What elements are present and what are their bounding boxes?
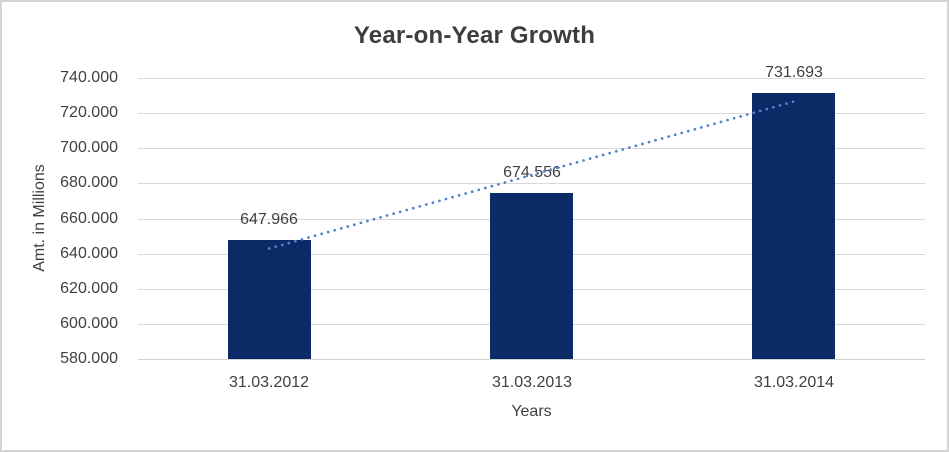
gridline <box>138 78 925 79</box>
x-tick-label: 31.03.2013 <box>491 374 573 391</box>
y-tick-label: 740.000 <box>60 69 118 86</box>
x-tick-label: 31.03.2012 <box>228 374 310 391</box>
x-axis-line <box>138 359 925 360</box>
y-tick-label: 700.000 <box>60 139 118 156</box>
data-label: 674.556 <box>503 164 561 181</box>
y-tick-label: 580.000 <box>60 350 118 367</box>
x-tick-label: 31.03.2014 <box>753 374 835 391</box>
bar-31.03.2012 <box>228 240 311 359</box>
x-axis-title: Years <box>511 403 552 420</box>
data-label: 731.693 <box>765 64 823 81</box>
data-label: 647.966 <box>240 211 298 228</box>
y-tick-label: 720.000 <box>60 104 118 121</box>
y-tick-label: 600.000 <box>60 315 118 332</box>
y-tick-label: 680.000 <box>60 174 118 191</box>
bar-31.03.2013 <box>490 193 573 359</box>
y-tick-label: 620.000 <box>60 280 118 297</box>
y-tick-label: 640.000 <box>60 245 118 262</box>
chart-title: Year-on-Year Growth <box>353 22 596 49</box>
y-tick-label: 660.000 <box>60 210 118 227</box>
bar-31.03.2014 <box>752 93 835 359</box>
